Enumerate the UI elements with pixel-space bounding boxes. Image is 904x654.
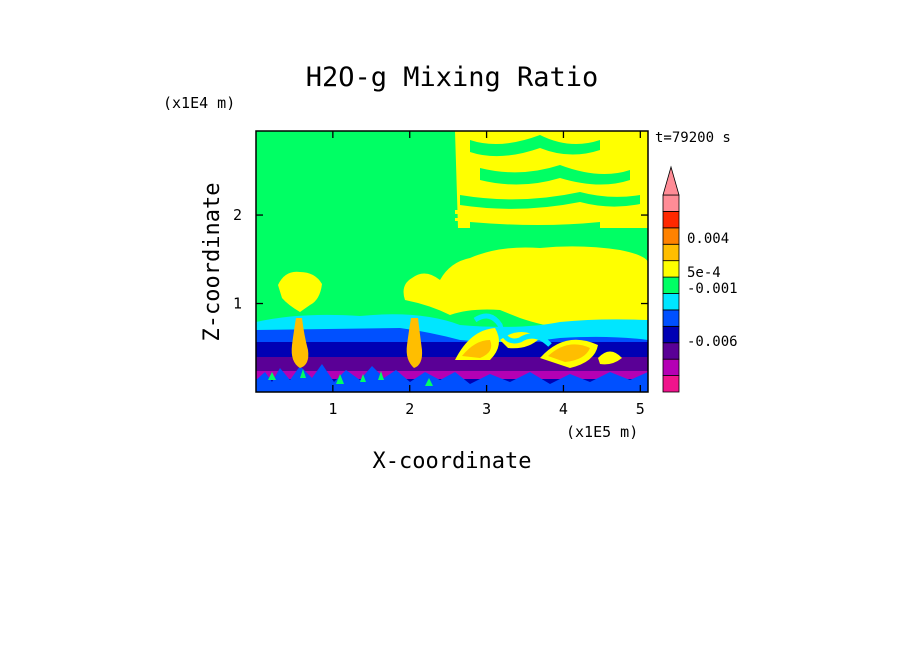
cyan-swirl: [473, 313, 552, 347]
ground-turbulence: [256, 364, 648, 392]
colorbar-swatch: [662, 227, 680, 245]
colorbar: 0.004 5e-4-0.001 -0.006: [662, 165, 738, 393]
plume-right: [406, 318, 423, 368]
colorbar-swatch: [662, 309, 680, 327]
lens-4: [598, 351, 622, 365]
x-tick-label: 5: [636, 400, 645, 418]
colorbar-swatch: [662, 276, 680, 294]
lens-1-core: [462, 340, 492, 358]
upper-green-bands: [460, 135, 640, 233]
lens-3-core: [548, 344, 590, 362]
left-cloud: [278, 271, 322, 312]
upper-band-line: [455, 210, 648, 214]
x-tick-label: 4: [559, 400, 568, 418]
chart-title: H2O-g Mixing Ratio: [306, 62, 599, 93]
y-ticks: 12: [233, 206, 648, 313]
time-label: t=79200 s: [655, 130, 731, 146]
x-axis-label: X-coordinate: [373, 449, 532, 474]
colorbar-swatch: [662, 211, 680, 229]
colorbar-swatch: [662, 325, 680, 344]
colorbar-swatch: [662, 375, 680, 393]
colorbar-swatch: [662, 194, 680, 212]
plot-frame: [255, 130, 649, 393]
y-unit-label: (x1E4 m): [163, 94, 235, 112]
colorbar-swatch: [662, 293, 680, 311]
colorbar-label: -0.006: [687, 334, 738, 350]
colorbar-swatch: [662, 243, 680, 262]
heatmap-field: [256, 131, 648, 392]
x-tick-label: 2: [405, 400, 414, 418]
colorbar-swatch: [662, 342, 680, 360]
colorbar-label: 5e-4: [687, 265, 721, 281]
colorbar-label: -0.001: [687, 281, 738, 297]
x-ticks: 1 2 3 4 5: [328, 131, 645, 418]
y-tick-label: 2: [233, 206, 242, 224]
ground-green-spots: [268, 369, 433, 386]
upper-band-line-2: [455, 218, 648, 221]
x-tick-label: 1: [328, 400, 337, 418]
colorbar-extend-arrow: [662, 165, 680, 196]
yellow-cloud: [403, 246, 648, 330]
colorbar-swatch: [662, 358, 680, 376]
colorbar-swatch: [662, 260, 680, 278]
y-axis-label: Z-coordinate: [200, 183, 225, 342]
x-unit-label: (x1E5 m): [566, 423, 638, 441]
y-tick-label: 1: [233, 295, 242, 313]
x-tick-label: 3: [482, 400, 491, 418]
colorbar-label: 0.004: [687, 231, 729, 247]
plume-left: [291, 318, 309, 368]
